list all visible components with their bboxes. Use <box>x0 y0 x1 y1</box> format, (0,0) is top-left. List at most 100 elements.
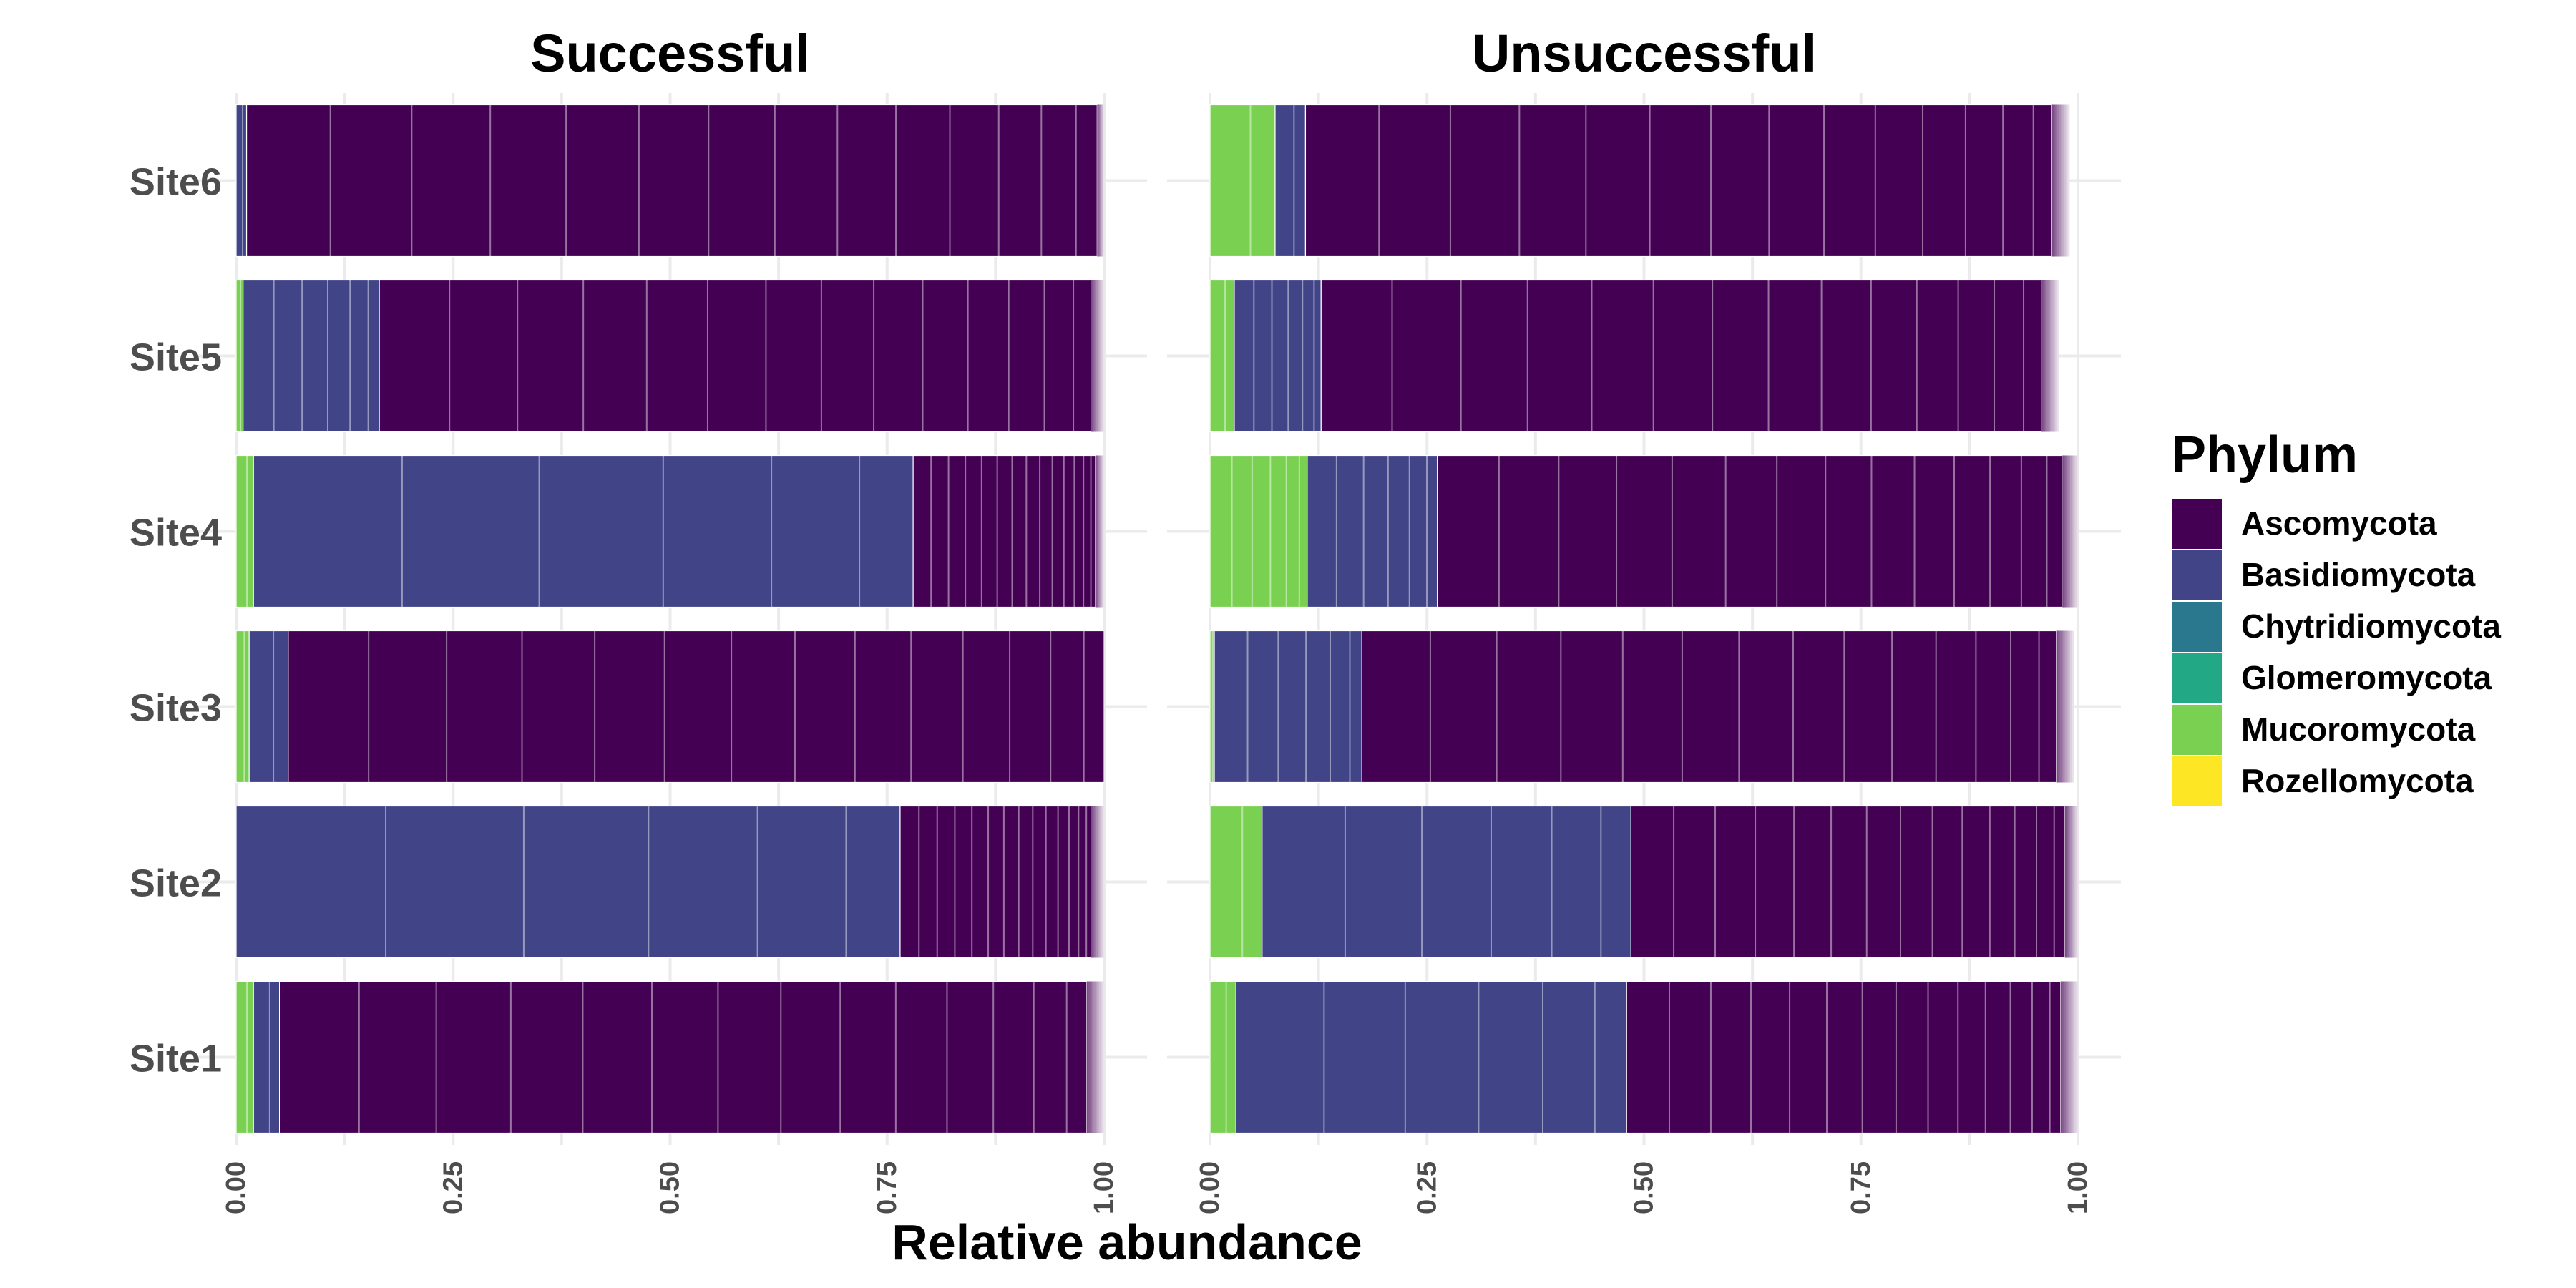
bar-site4-basidiomycota <box>1307 454 1438 608</box>
panel-successful: Successful 0.00 0.25 0.50 0.75 1.00 <box>193 24 1147 1214</box>
bar-tail <box>1101 806 1103 958</box>
bar-site1-ascomycota <box>1626 980 2062 1134</box>
bar-tail <box>2074 806 2076 958</box>
bar-site6-ascomycota <box>245 104 1098 258</box>
bar-tail <box>1101 455 1103 608</box>
bar-tail <box>2057 280 2059 432</box>
x-tick-label: 0.25 <box>438 1161 468 1214</box>
bar-site2-ascomycota <box>1630 805 2066 959</box>
bar-site3-ascomycota <box>288 630 1105 784</box>
legend-label: Chytridiomycota <box>2241 608 2501 645</box>
bar-tail <box>1102 455 1104 608</box>
bar-tail <box>2054 280 2056 432</box>
bar-tail <box>1101 981 1103 1133</box>
bar-tail <box>1103 104 1105 257</box>
legend-swatch-basidiomycota <box>2172 550 2222 600</box>
bar-tail <box>1097 280 1100 432</box>
bar-tail <box>2046 280 2049 432</box>
bar-tail <box>1095 806 1097 958</box>
bar-tail <box>1092 806 1094 958</box>
legend-label: Ascomycota <box>2241 504 2437 542</box>
bar-site5-ascomycota <box>379 279 1092 433</box>
bar-tail <box>1092 981 1094 1133</box>
bar-site3-ascomycota <box>1361 630 2057 784</box>
y-tick-label: Site4 <box>130 512 222 555</box>
legend-swatch-mucoromycota <box>2172 705 2222 755</box>
y-tick-label: Site1 <box>130 1038 222 1080</box>
bar-tail <box>2067 455 2069 608</box>
bar-tail <box>2060 981 2063 1133</box>
bar-tail <box>2055 280 2058 432</box>
bar-tail <box>2063 630 2066 783</box>
bar-tail <box>2072 455 2074 608</box>
x-tick-label: 0.50 <box>1629 1161 1659 1214</box>
y-tick-label: Site2 <box>130 862 222 905</box>
bar-tail <box>2058 630 2061 783</box>
bar-tail <box>2070 455 2072 608</box>
bar-tail <box>2067 104 2070 257</box>
bar-tail <box>1098 455 1100 608</box>
panel-unsuccessful: Unsuccessful 0.00 0.25 0.50 0.75 1.00 <box>1167 24 2121 1214</box>
bar-tail <box>1103 455 1105 608</box>
bar-tail <box>1092 280 1094 432</box>
y-tick-label: Site3 <box>130 687 222 730</box>
panel-title: Unsuccessful <box>1472 24 1816 83</box>
bar-tail <box>2056 630 2059 783</box>
bar-tail <box>2061 630 2064 783</box>
bar-site5-ascomycota <box>1320 279 2042 433</box>
bar-site4-basidiomycota <box>253 454 914 608</box>
bar-site6-mucoromycota <box>1209 104 1276 258</box>
legend-label: Glomeromycota <box>2241 659 2492 696</box>
bar-tail <box>2057 104 2059 257</box>
bar-tail <box>1098 280 1101 432</box>
legend-swatch-chytridiomycota <box>2172 602 2222 652</box>
bar-tail <box>2067 981 2070 1133</box>
y-tick-label: Site6 <box>130 161 222 204</box>
x-axis-label: Relative abundance <box>892 1214 1362 1270</box>
bar-tail <box>2072 630 2074 783</box>
legend-swatch-ascomycota <box>2172 499 2222 549</box>
bar-tail <box>1098 806 1101 958</box>
bar-tail <box>2051 104 2054 257</box>
bar-tail <box>1103 280 1105 432</box>
bar-tail <box>1096 280 1098 432</box>
bar-site2-basidiomycota <box>1262 805 1631 959</box>
bar-tail <box>2074 455 2077 608</box>
bar-site5-mucoromycota <box>1209 279 1235 433</box>
bar-tail <box>2044 280 2047 432</box>
bar-tail <box>2071 806 2074 958</box>
bar-tail <box>2066 806 2068 958</box>
bar-tail <box>2064 104 2067 257</box>
bar-tail <box>2064 630 2067 783</box>
bar-site1-basidiomycota <box>253 980 280 1134</box>
bar-site5-basidiomycota <box>243 279 380 433</box>
bar-tail <box>1086 981 1089 1133</box>
bar-site5-mucoromycota <box>235 279 244 433</box>
bar-tail <box>1095 981 1098 1133</box>
bar-tail <box>1097 455 1099 608</box>
legend: Phylum Ascomycota Basidiomycota Chytridiom… <box>2172 426 2501 806</box>
y-tick-label: Site5 <box>130 336 222 379</box>
bar-tail <box>2060 104 2063 257</box>
bar-site2-ascomycota <box>899 805 1092 959</box>
bar-tail <box>2050 280 2053 432</box>
x-tick-label: 0.50 <box>655 1161 686 1214</box>
bar-tail <box>2048 280 2051 432</box>
bar-site3-basidiomycota <box>248 630 289 784</box>
bar-tail <box>2062 104 2065 257</box>
bar-tail <box>2062 455 2064 608</box>
bar-tail <box>2068 455 2071 608</box>
bar-tail <box>2076 981 2079 1133</box>
x-tick-label: 1.00 <box>1089 1161 1119 1214</box>
bar-site6-basidiomycota <box>1274 104 1307 258</box>
bar-tail <box>2073 455 2076 608</box>
bar-tail <box>2070 806 2072 958</box>
bar-tail <box>2065 455 2068 608</box>
bar-tail <box>2069 806 2071 958</box>
legend-title: Phylum <box>2172 426 2358 484</box>
bar-tail <box>2067 630 2069 783</box>
bar-tail <box>2064 981 2067 1133</box>
bar-tail <box>2071 981 2074 1133</box>
bar-tail <box>1097 981 1100 1133</box>
